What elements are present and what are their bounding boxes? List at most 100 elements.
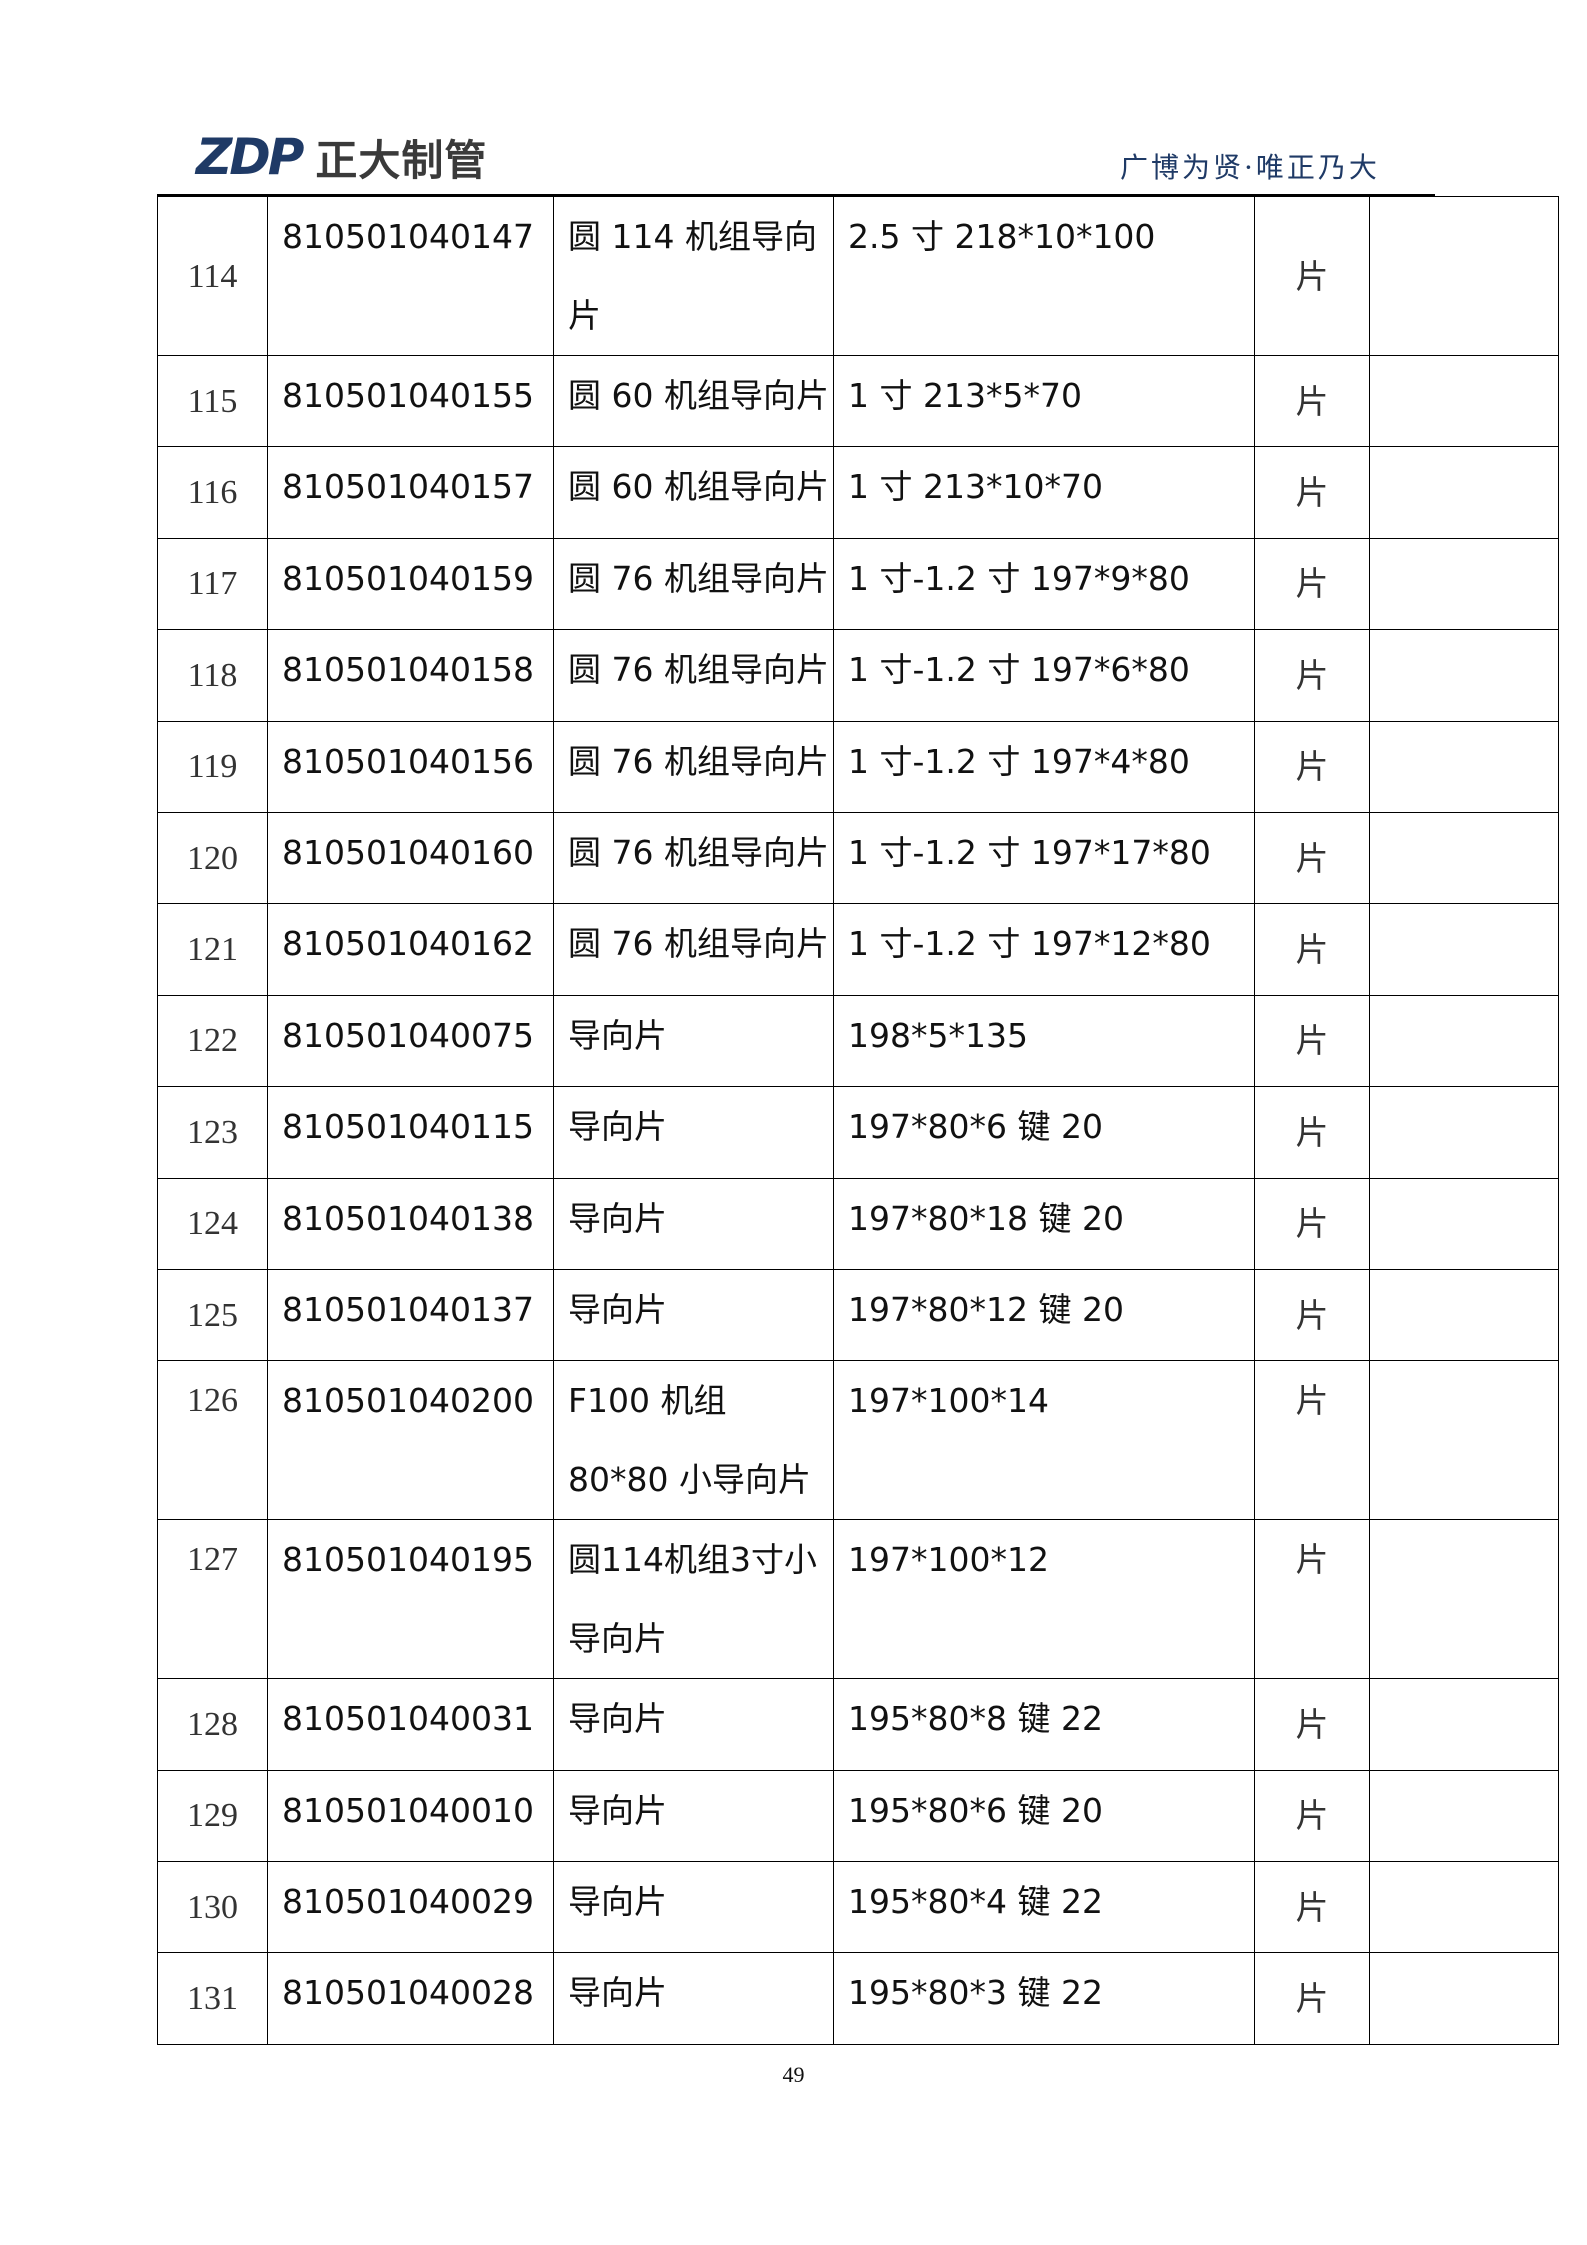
item-name: 圆 114 机组导向片 [553, 196, 834, 356]
item-name: 导向片 [553, 1861, 834, 1954]
item-spec: 1 寸 213*10*70 [833, 446, 1255, 539]
item-unit: 片 [1254, 1952, 1370, 2045]
item-unit: 片 [1254, 537, 1370, 631]
item-name: 导向片 [553, 1268, 834, 1362]
header-divider [157, 194, 1435, 196]
item-note [1369, 1086, 1559, 1179]
item-name: F100 机组 80*80 小导向片 [553, 1360, 834, 1521]
company-logo: ZDP 正大制管 [196, 128, 487, 186]
row-number: 129 [157, 1769, 268, 1863]
item-note [1369, 811, 1559, 905]
item-note [1369, 1519, 1559, 1680]
item-spec: 1 寸 213*5*70 [833, 354, 1255, 448]
table-row: 114 810501040147 圆 114 机组导向片 2.5 寸 218*10*1… [157, 196, 1559, 356]
item-code: 810501040010 [267, 1769, 554, 1863]
item-unit: 片 [1254, 1177, 1370, 1270]
table-row: 120 810501040160 圆 76 机组导向片 1 寸-1.2 寸 197*1… [157, 811, 1559, 905]
item-note [1369, 446, 1559, 539]
item-note [1369, 1861, 1559, 1954]
item-code: 810501040162 [267, 903, 554, 996]
row-number: 123 [157, 1086, 268, 1179]
row-number: 128 [157, 1678, 268, 1771]
header-motto: 广博为贤·唯正乃大 [1120, 151, 1380, 184]
table-row: 116 810501040157 圆 60 机组导向片 1 寸 213*10*70 片 [157, 446, 1559, 539]
row-number: 116 [157, 446, 268, 539]
item-note [1369, 1177, 1559, 1270]
item-code: 810501040157 [267, 446, 554, 539]
item-code: 810501040147 [267, 196, 554, 356]
item-code: 810501040031 [267, 1678, 554, 1771]
item-note [1369, 1678, 1559, 1771]
item-code: 810501040155 [267, 354, 554, 448]
row-number: 119 [157, 720, 268, 813]
row-number: 114 [157, 196, 268, 356]
row-number: 127 [157, 1519, 268, 1680]
item-code: 810501040158 [267, 629, 554, 722]
item-note [1369, 1769, 1559, 1863]
row-number: 124 [157, 1177, 268, 1270]
item-spec: 1 寸-1.2 寸 197*6*80 [833, 629, 1255, 722]
item-code: 810501040115 [267, 1086, 554, 1179]
table-row: 123 810501040115 导向片 197*80*6 键 20 片 [157, 1086, 1559, 1179]
table-row: 128 810501040031 导向片 195*80*8 键 22 片 [157, 1678, 1559, 1771]
item-unit: 片 [1254, 1086, 1370, 1179]
page-number: 49 [782, 2062, 805, 2087]
item-unit: 片 [1254, 1769, 1370, 1863]
item-code: 810501040138 [267, 1177, 554, 1270]
item-unit: 片 [1254, 903, 1370, 996]
item-spec: 197*80*18 键 20 [833, 1177, 1255, 1270]
table-row: 119 810501040156 圆 76 机组导向片 1 寸-1.2 寸 197*4… [157, 720, 1559, 813]
logo-mark: ZDP [196, 128, 304, 186]
item-code: 810501040075 [267, 994, 554, 1088]
item-note [1369, 1268, 1559, 1362]
item-code: 810501040195 [267, 1519, 554, 1680]
parts-table: 114 810501040147 圆 114 机组导向片 2.5 寸 218*10*1… [157, 196, 1559, 2045]
item-spec: 195*80*8 键 22 [833, 1678, 1255, 1771]
item-code: 810501040029 [267, 1861, 554, 1954]
item-unit: 片 [1254, 1519, 1370, 1680]
item-spec: 1 寸-1.2 寸 197*4*80 [833, 720, 1255, 813]
table-row: 131 810501040028 导向片 195*80*3 键 22 片 [157, 1952, 1559, 2045]
item-note [1369, 720, 1559, 813]
item-name: 导向片 [553, 1086, 834, 1179]
table-row: 130 810501040029 导向片 195*80*4 键 22 片 [157, 1861, 1559, 1954]
item-code: 810501040159 [267, 537, 554, 631]
item-code: 810501040200 [267, 1360, 554, 1521]
item-spec: 195*80*6 键 20 [833, 1769, 1255, 1863]
item-code: 810501040028 [267, 1952, 554, 2045]
item-unit: 片 [1254, 446, 1370, 539]
item-unit: 片 [1254, 1678, 1370, 1771]
item-name: 导向片 [553, 1952, 834, 2045]
item-name: 圆 76 机组导向片 [553, 720, 834, 813]
item-note [1369, 994, 1559, 1088]
row-number: 126 [157, 1360, 268, 1521]
item-name: 圆 60 机组导向片 [553, 446, 834, 539]
item-spec: 1 寸-1.2 寸 197*17*80 [833, 811, 1255, 905]
item-note [1369, 537, 1559, 631]
item-name: 圆114机组3寸小导向片 [553, 1519, 834, 1680]
item-unit: 片 [1254, 1360, 1370, 1521]
item-code: 810501040160 [267, 811, 554, 905]
item-spec: 1 寸-1.2 寸 197*12*80 [833, 903, 1255, 996]
table-row: 125 810501040137 导向片 197*80*12 键 20 片 [157, 1268, 1559, 1362]
logo-text: 正大制管 [315, 135, 488, 185]
table-row: 126 810501040200 F100 机组 80*80 小导向片 197*100… [157, 1360, 1559, 1521]
item-name: 圆 76 机组导向片 [553, 629, 834, 722]
item-spec: 197*100*12 [833, 1519, 1255, 1680]
item-code: 810501040156 [267, 720, 554, 813]
item-name: 圆 76 机组导向片 [553, 811, 834, 905]
table-row: 124 810501040138 导向片 197*80*18 键 20 片 [157, 1177, 1559, 1270]
item-note [1369, 1952, 1559, 2045]
item-spec: 198*5*135 [833, 994, 1255, 1088]
item-name: 导向片 [553, 1769, 834, 1863]
item-unit: 片 [1254, 720, 1370, 813]
row-number: 118 [157, 629, 268, 722]
row-number: 120 [157, 811, 268, 905]
item-unit: 片 [1254, 994, 1370, 1088]
row-number: 131 [157, 1952, 268, 2045]
row-number: 121 [157, 903, 268, 996]
item-spec: 195*80*3 键 22 [833, 1952, 1255, 2045]
item-name: 圆 60 机组导向片 [553, 354, 834, 448]
table-row: 127 810501040195 圆114机组3寸小导向片 197*100*12 片 [157, 1519, 1559, 1680]
table-row: 121 810501040162 圆 76 机组导向片 1 寸-1.2 寸 197*1… [157, 903, 1559, 996]
